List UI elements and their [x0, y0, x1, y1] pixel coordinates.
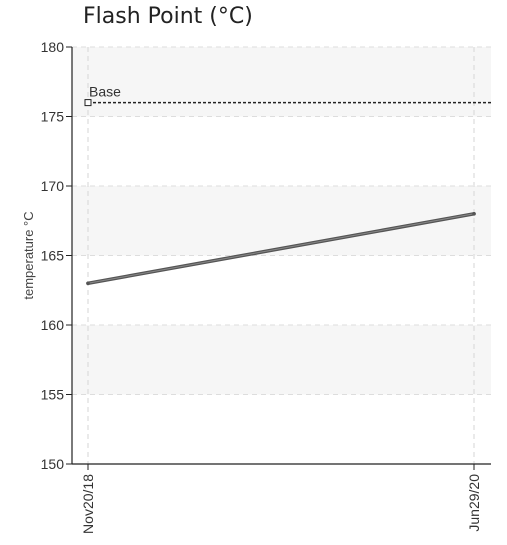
reference-line-label: Base [89, 84, 121, 100]
background-band [72, 47, 491, 117]
y-tick-label: 165 [41, 248, 65, 264]
x-tick-label: Jun29/20 [466, 474, 482, 532]
background-band [72, 325, 491, 395]
grid-lines [72, 46, 491, 464]
y-tick-label: 150 [41, 456, 65, 472]
y-tick-label: 170 [41, 178, 65, 194]
chart-title: Flash Point (°C) [83, 4, 253, 29]
data-point [472, 212, 476, 216]
x-tick-label: Nov20/18 [80, 474, 96, 534]
background-bands [72, 47, 491, 395]
reference-lines: Base [84, 84, 491, 107]
tick-labels: 150 155 160 165 170 175 180 Nov20/18 Jun29/20 tem… [21, 39, 482, 534]
y-axis-label: temperature °C [21, 211, 36, 299]
background-band [72, 186, 491, 256]
series-lines [86, 212, 476, 286]
y-tick-label: 155 [41, 387, 65, 403]
axes [66, 46, 491, 470]
y-tick-label: 160 [41, 317, 65, 333]
reference-line-marker [84, 99, 92, 107]
data-point [86, 281, 90, 286]
y-tick-label: 175 [41, 109, 65, 125]
y-tick-label: 180 [41, 39, 65, 55]
series-line-highlight [87, 213, 475, 284]
